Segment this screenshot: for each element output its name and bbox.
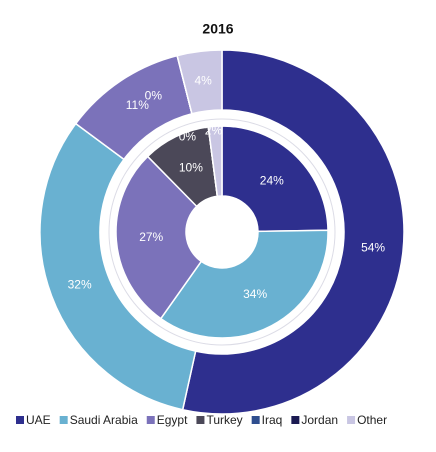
slice [176,49,223,115]
slice [207,125,223,198]
legend-label: Other [357,413,387,427]
data-label: 27% [139,230,163,244]
legend-label: Jordan [301,413,338,427]
legend-swatch [59,416,68,424]
legend-swatch [196,416,205,424]
data-label: 54% [361,241,385,255]
data-label: 4% [194,73,212,87]
slice [221,125,329,233]
data-label: 11% [126,98,149,112]
legend-label: Iraq [262,413,283,427]
data-label: 34% [243,287,267,301]
legend-swatch [146,416,155,424]
data-label: 24% [260,174,284,188]
slice [181,49,405,415]
legend-swatch [291,416,300,424]
data-label: 0% [145,89,163,103]
legend-label: Turkey [206,413,242,427]
legend-swatch [251,416,260,424]
outer-title: 2016 [202,21,233,37]
data-label: 2% [205,124,223,138]
legend-label: Egypt [157,413,188,427]
data-label: 0% [179,129,197,143]
legend-swatch [16,416,24,424]
legend-label: Saudi Arabia [70,413,138,427]
slice [115,155,203,320]
ring-gap [108,118,336,346]
slice [39,122,197,411]
slice [159,229,329,339]
legend-label: UAE [26,413,51,427]
data-label: 10% [179,160,203,174]
legend-swatch [347,416,356,424]
data-label: 32% [68,277,92,291]
legend: UAE Saudi Arabia Egypt Turkey Iraq Jordan Othe… [16,413,387,427]
